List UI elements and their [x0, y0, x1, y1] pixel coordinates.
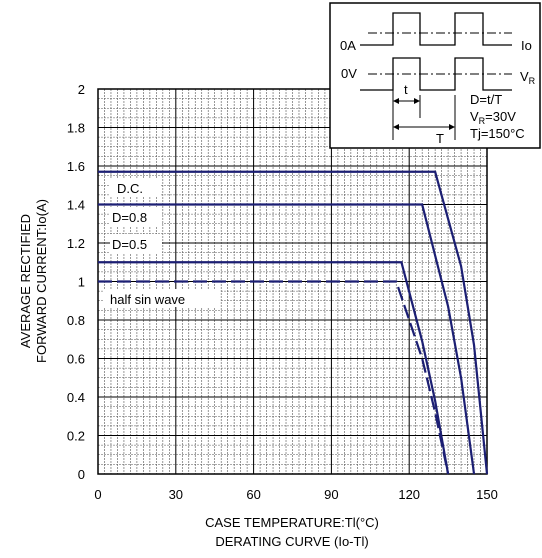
x-tick-label: 60	[246, 487, 260, 502]
t-arrow-head-right	[414, 98, 420, 104]
inset-note-vr-main: V	[470, 109, 479, 124]
inset-note-vr: VR=30V	[470, 109, 516, 126]
x-tick-labels: 0 30 60 90 120 150	[94, 487, 497, 502]
inset-frame	[329, 2, 541, 149]
series-label-d08: D=0.8	[112, 210, 147, 225]
label-bg-d05	[110, 234, 162, 253]
series-label-halfsin: half sin wave	[110, 292, 185, 307]
y-tick-label: 1.6	[67, 159, 85, 174]
x-tick-label: 150	[476, 487, 498, 502]
T-arrow-head-left	[393, 124, 399, 130]
series-line-0	[98, 170, 489, 475]
x-tick-label: 30	[169, 487, 183, 502]
x-tick-label: 0	[94, 487, 101, 502]
waveform-inset: 0A Io 0V VR t T D=t/T VR=30V Tj=150°C	[329, 2, 541, 149]
inset-label-t: t	[404, 82, 408, 97]
inset-label-vr: VR	[520, 69, 536, 86]
inset-note-duty: D=t/T	[470, 92, 502, 107]
inset-label-0a: 0A	[340, 38, 356, 53]
chart-title: DERATING CURVE (Io-Tl)	[215, 534, 368, 549]
label-bg-dc	[110, 178, 160, 196]
io-waveform	[360, 12, 512, 46]
series-line-2	[98, 261, 450, 475]
y-tick-label: 0.4	[67, 390, 85, 405]
inset-note-vr-rest: =30V	[485, 109, 516, 124]
y-tick-label: 1	[78, 275, 85, 290]
label-bg-halfsin	[104, 289, 220, 307]
T-arrow-head-right	[449, 124, 455, 130]
series-line-3	[98, 280, 450, 475]
inset-note-tj: Tj=150°C	[470, 126, 525, 141]
y-axis-title-line2: FORWARD CURRENT:Io(A)	[34, 199, 49, 363]
inset-label-0v: 0V	[341, 66, 357, 81]
y-tick-label: 1.8	[67, 121, 85, 136]
series-lines	[98, 170, 489, 475]
inset-label-vr-main: V	[520, 69, 529, 84]
y-tick-label: 2	[78, 82, 85, 97]
y-tick-label: 0.6	[67, 352, 85, 367]
label-bg-d08	[110, 207, 162, 226]
x-tick-label: 90	[324, 487, 338, 502]
inset-label-T: T	[436, 131, 444, 146]
inset-note-vr-sub: R	[479, 116, 486, 126]
series-label-d05: D=0.5	[112, 237, 147, 252]
y-tick-labels: 0 0.2 0.4 0.6 0.8 1 1.2 1.4 1.6 1.8 2	[67, 82, 85, 482]
y-tick-label: 1.2	[67, 236, 85, 251]
t-arrow-head-left	[393, 98, 399, 104]
y-tick-label: 1.4	[67, 198, 85, 213]
y-tick-label: 0	[78, 467, 85, 482]
x-tick-label: 120	[398, 487, 420, 502]
inset-label-vr-sub: R	[529, 76, 536, 86]
y-tick-label: 0.8	[67, 313, 85, 328]
y-tick-label: 0.2	[67, 429, 85, 444]
y-axis-title-line1: AVERAGE RECTIFIED	[18, 214, 33, 348]
inset-label-io: Io	[521, 38, 532, 53]
x-axis-title: CASE TEMPERATURE:Tl(°C)	[205, 515, 379, 530]
series-label-dc: D.C.	[117, 181, 143, 196]
series-line-1	[98, 203, 476, 475]
